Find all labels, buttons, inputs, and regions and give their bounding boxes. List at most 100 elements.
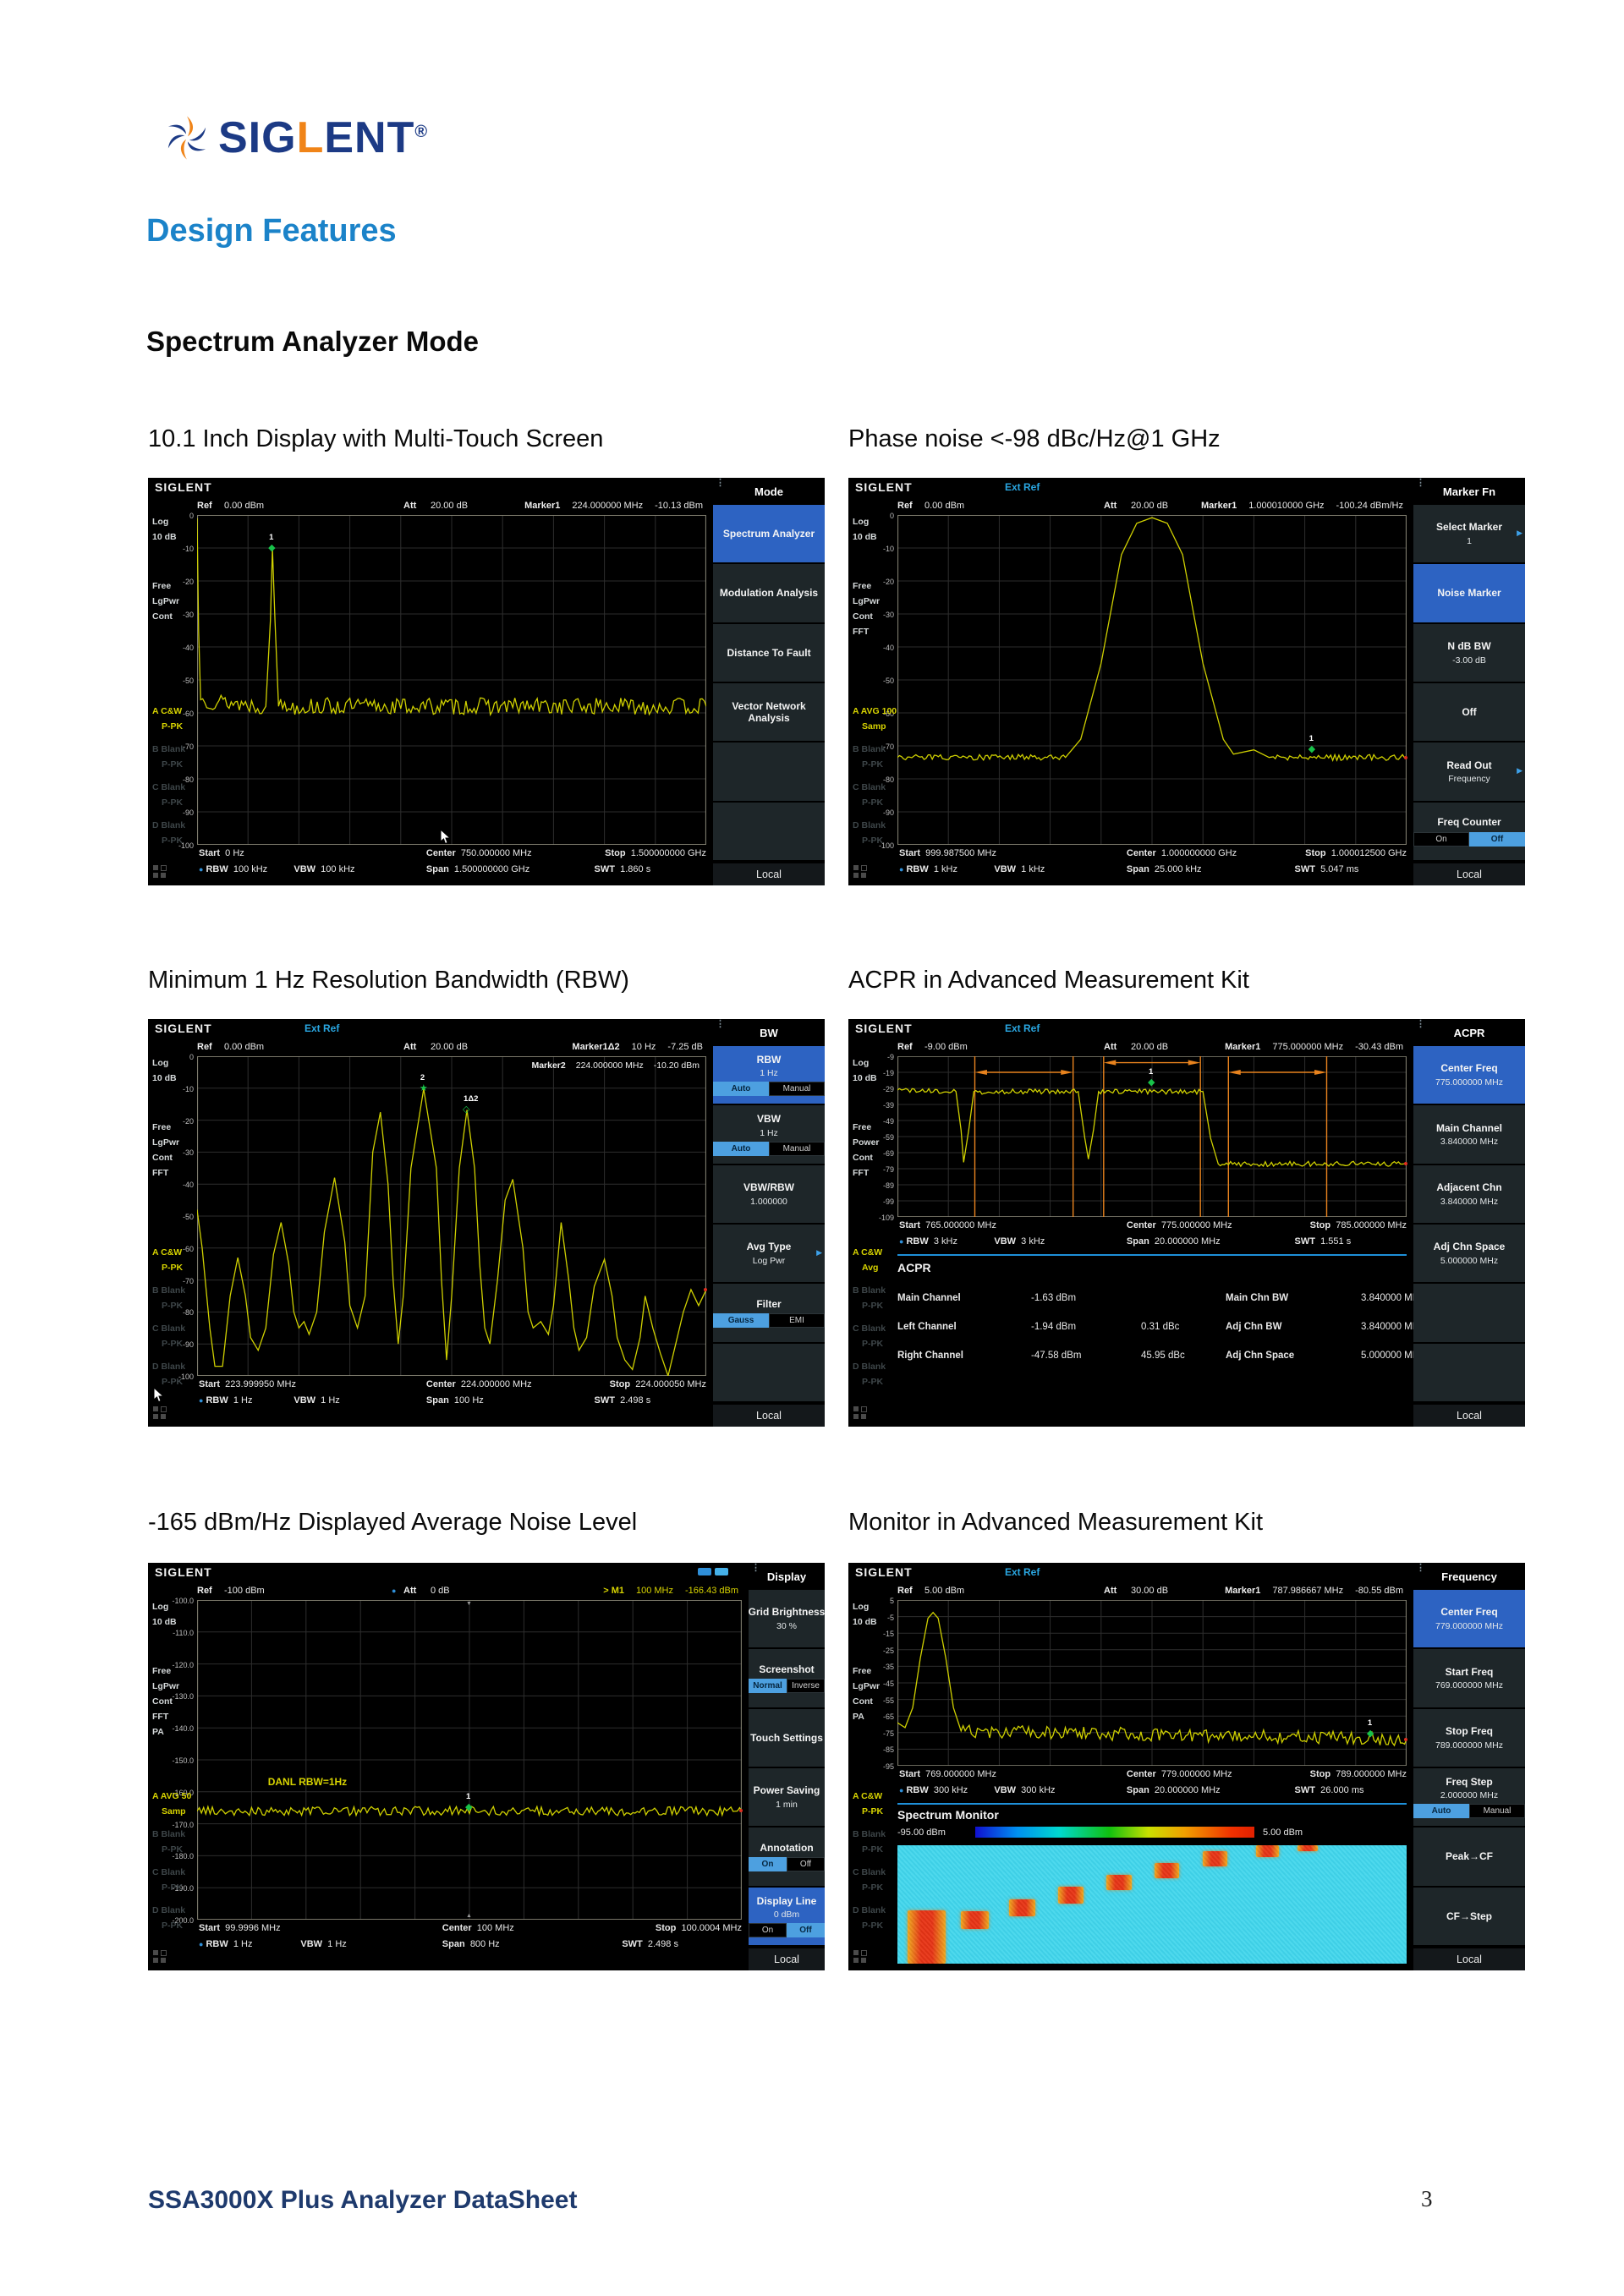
toggle-option-off[interactable]: Off	[1469, 831, 1525, 847]
y-axis-tick-label: -170.0	[172, 1820, 194, 1829]
ref-value: 0.00 dBm	[924, 501, 965, 511]
menu-item-freq-step[interactable]: Freq Step 2.000000 MHz Auto Manual	[1413, 1767, 1525, 1827]
stop-label: Stop	[655, 1923, 677, 1933]
menu-item-label: Grid Brightness	[749, 1606, 825, 1619]
trace-marker-label: 1Δ2	[464, 1093, 479, 1104]
menu-item-n-db-bw[interactable]: N dB BW -3.00 dB	[1413, 623, 1525, 682]
menu-item-main-channel[interactable]: Main Channel 3.840000 MHz	[1413, 1105, 1525, 1164]
waterfall-signal-block	[908, 1910, 946, 1964]
toggle-option-auto[interactable]: Auto	[713, 1082, 769, 1097]
measurement-header-row: Ref 5.00 dBm Att 30.00 dB Marker1 787.986667 …	[848, 1583, 1525, 1600]
start-value: 223.999950 MHz	[220, 1379, 296, 1389]
toggle-option-inverse[interactable]: Inverse	[787, 1679, 825, 1694]
toggle-option-manual[interactable]: Manual	[769, 1141, 825, 1156]
toggle-option-off[interactable]: Off	[787, 1923, 825, 1937]
screen-grid-icon[interactable]	[153, 1406, 167, 1420]
local-button[interactable]: Local	[713, 1404, 825, 1427]
menu-item-cf-step[interactable]: CF→Step	[1413, 1887, 1525, 1945]
footer-rbw: ● RBW 3 kHz	[899, 1236, 957, 1247]
center-label: Center	[442, 1923, 472, 1933]
local-button[interactable]: Local	[749, 1948, 825, 1970]
menu-item-distance-to-fault[interactable]: Distance To Fault	[713, 623, 825, 682]
menu-item-noise-marker[interactable]: Noise Marker	[1413, 564, 1525, 622]
vbw-value: 1 Hz	[315, 1395, 340, 1406]
menu-item-off[interactable]: Off	[1413, 682, 1525, 742]
menu-item-touch-settings[interactable]: Touch Settings	[749, 1708, 825, 1767]
screen-grid-icon[interactable]	[153, 865, 167, 879]
local-button[interactable]: Local	[1413, 1948, 1525, 1970]
marker-frequency: 224.000000 MHz	[572, 501, 644, 511]
submenu-arrow-icon: ▶	[1517, 766, 1522, 775]
trace-marker-label: 1	[466, 1792, 471, 1802]
marker-frequency: 787.986667 MHz	[1272, 1586, 1344, 1596]
screen-grid-icon[interactable]	[853, 1406, 867, 1420]
toggle-option-on[interactable]: On	[749, 1857, 787, 1872]
menu-item-freq-counter[interactable]: Freq Counter On Off	[1413, 802, 1525, 860]
menu-item-modulation-analysis[interactable]: Modulation Analysis	[713, 564, 825, 622]
menu-item-power-saving[interactable]: Power Saving 1 min	[749, 1767, 825, 1827]
ext-ref-indicator: Ext Ref	[304, 1022, 340, 1034]
menu-item-peak-cf[interactable]: Peak→CF	[1413, 1827, 1525, 1886]
menu-item-spectrum-analyzer[interactable]: Spectrum Analyzer	[713, 505, 825, 563]
menu-item-vector-network-analysis[interactable]: Vector Network Analysis	[713, 682, 825, 742]
y-axis-tick-label: -140.0	[172, 1724, 194, 1734]
trace-state-a: A C&W	[152, 706, 183, 716]
menu-item-stop-freq[interactable]: Stop Freq 789.000000 MHz	[1413, 1708, 1525, 1767]
menu-item-vbw[interactable]: VBW 1 Hz Auto Manual	[713, 1105, 825, 1164]
menu-item-value: 2.000000 MHz	[1440, 1790, 1499, 1801]
menu-item-center-freq[interactable]: Center Freq 775.000000 MHz	[1413, 1046, 1525, 1104]
menu-item-display-line[interactable]: Display Line 0 dBm On Off	[749, 1887, 825, 1945]
marker-readout: > M1 100 MHz -166.43 dBm	[603, 1586, 738, 1596]
toggle-option-manual[interactable]: Manual	[1469, 1804, 1525, 1819]
acpr-heading: ACPR	[897, 1261, 931, 1274]
menu-item-select-marker[interactable]: Select Marker 1 ▶	[1413, 505, 1525, 563]
start-label: Start	[899, 1769, 921, 1779]
menu-item-avg-type[interactable]: Avg Type Log Pwr ▶	[713, 1224, 825, 1283]
marker-readout: Marker1Δ2 10 Hz -7.25 dB	[572, 1042, 703, 1052]
toggle-option-normal[interactable]: Normal	[749, 1679, 787, 1694]
menu-item-filter[interactable]: Filter Gauss EMI	[713, 1284, 825, 1342]
toggle-option-gauss[interactable]: Gauss	[713, 1313, 769, 1329]
menu-item-screenshot[interactable]: Screenshot Normal Inverse	[749, 1649, 825, 1707]
swt-label: SWT	[1294, 1785, 1315, 1795]
trace-state-d: D Blank	[152, 1362, 186, 1372]
screen-grid-icon[interactable]	[853, 1950, 867, 1964]
toggle-option-on[interactable]: On	[749, 1923, 787, 1937]
y-axis-tick-label: -19	[882, 1069, 894, 1077]
rbw-value: 100 kHz	[228, 864, 268, 874]
grid-icon-square	[861, 865, 867, 871]
toggle-option-emi[interactable]: EMI	[769, 1313, 825, 1329]
y-axis-tick-label: -180.0	[172, 1852, 194, 1861]
menu-item-rbw[interactable]: RBW 1 Hz Auto Manual	[713, 1046, 825, 1104]
swt-value: 26.000 ms	[1315, 1785, 1364, 1795]
annunciator-lgpwr: LgPwr	[152, 596, 180, 606]
vbw-value: 1 Hz	[322, 1939, 347, 1949]
menu-item-label: Select Marker	[1435, 521, 1503, 534]
menu-item-grid-brightness[interactable]: Grid Brightness 30 %	[749, 1590, 825, 1648]
toggle-option-off[interactable]: Off	[787, 1857, 825, 1872]
marker-frequency: 775.000000 MHz	[1272, 1042, 1344, 1052]
trace-state-d: D Blank	[152, 820, 186, 830]
page-number: 3	[1421, 2186, 1433, 2211]
toggle-option-auto[interactable]: Auto	[1413, 1804, 1469, 1819]
screen-grid-icon[interactable]	[153, 1950, 167, 1964]
local-button[interactable]: Local	[713, 863, 825, 885]
toggle-option-auto[interactable]: Auto	[713, 1141, 769, 1156]
local-button[interactable]: Local	[1413, 863, 1525, 885]
menu-item-adjacent-chn[interactable]: Adjacent Chn 3.840000 MHz	[1413, 1164, 1525, 1223]
toggle-option-on[interactable]: On	[1413, 831, 1469, 847]
menu-item-annotation[interactable]: Annotation On Off	[749, 1827, 825, 1886]
menu-item-adj-chn-space[interactable]: Adj Chn Space 5.000000 MHz	[1413, 1224, 1525, 1283]
toggle-option-manual[interactable]: Manual	[769, 1082, 825, 1097]
acpr-cell-main-channel-3: Main Chn BW	[1226, 1293, 1289, 1303]
menu-item-read-out[interactable]: Read Out Frequency ▶	[1413, 743, 1525, 801]
screen-grid-icon[interactable]	[853, 865, 867, 879]
logo-text-ent: ENT	[324, 113, 415, 162]
trace-detector-b: P-PK	[862, 759, 884, 770]
annunciator-fft: FFT	[853, 1168, 870, 1178]
menu-item-start-freq[interactable]: Start Freq 769.000000 MHz	[1413, 1649, 1525, 1707]
trace-detector-c: P-PK	[862, 1882, 884, 1893]
menu-item-center-freq[interactable]: Center Freq 779.000000 MHz	[1413, 1590, 1525, 1648]
menu-item-vbw-rbw[interactable]: VBW/RBW 1.000000	[713, 1164, 825, 1223]
local-button[interactable]: Local	[1413, 1404, 1525, 1427]
